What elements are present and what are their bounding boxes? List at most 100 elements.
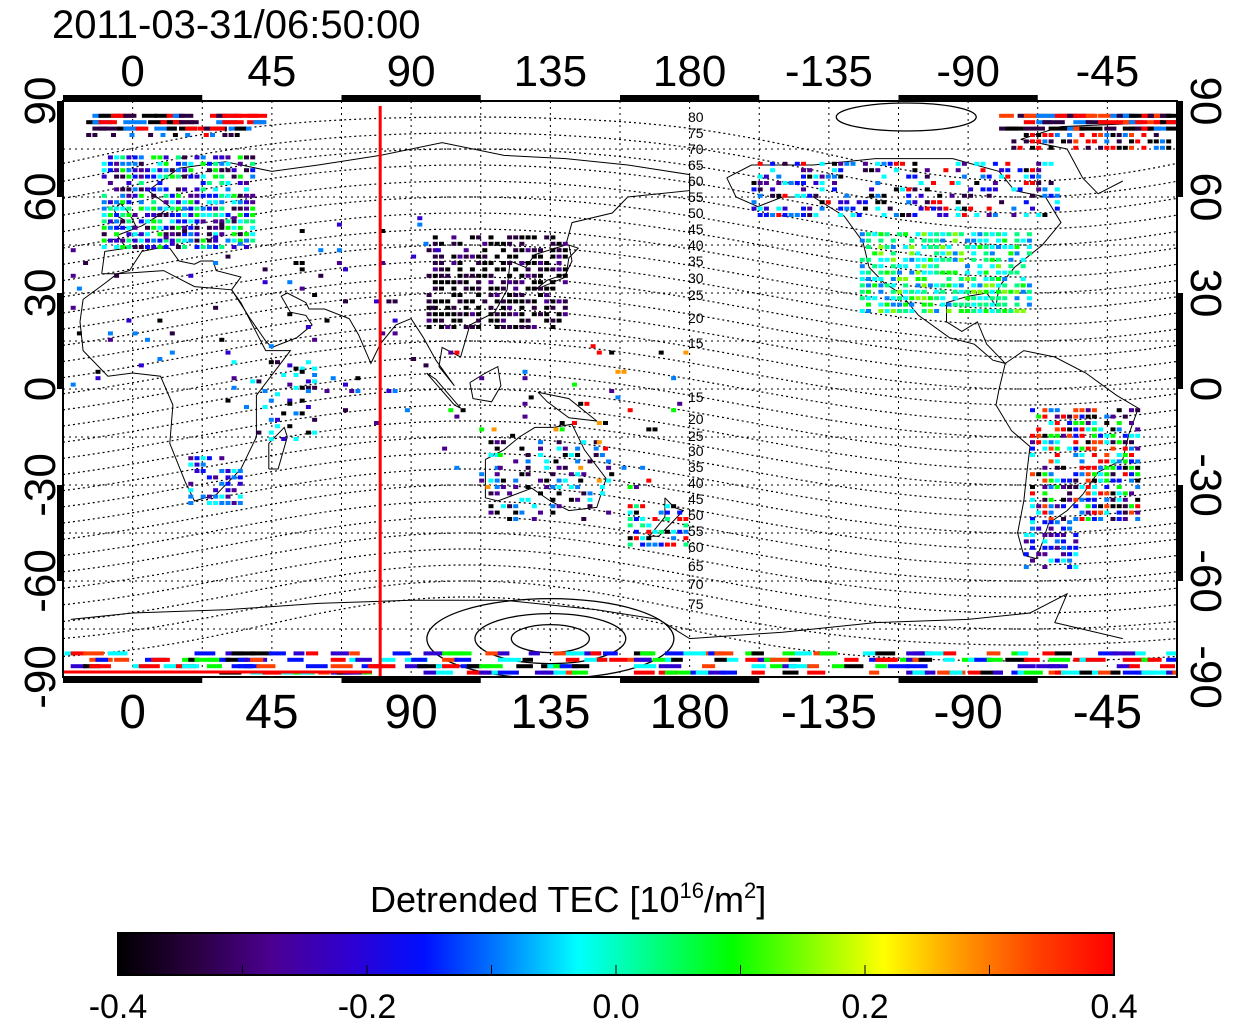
tec-pixel bbox=[107, 225, 113, 230]
tec-pixel bbox=[977, 309, 983, 313]
tec-pixel bbox=[986, 187, 992, 192]
tec-pixel bbox=[878, 277, 884, 281]
tec-pixel bbox=[958, 283, 964, 288]
tec-pixel bbox=[114, 219, 120, 224]
top-lon-tick: -90 bbox=[936, 47, 1000, 96]
tec-pixel bbox=[497, 465, 503, 470]
tec-pixel bbox=[237, 155, 243, 160]
tec-pixel bbox=[1011, 213, 1017, 217]
tec-pixel bbox=[1085, 657, 1106, 662]
tec-pixel bbox=[801, 193, 806, 198]
tec-pixel bbox=[151, 213, 157, 217]
tec-pixel bbox=[652, 542, 658, 547]
tec-pixel bbox=[237, 232, 243, 237]
colorbar-tick-label: 0.4 bbox=[1090, 988, 1137, 1024]
tec-pixel bbox=[275, 424, 280, 429]
tec-pixel bbox=[1085, 421, 1091, 425]
tec-pixel bbox=[531, 504, 537, 509]
tec-pixel bbox=[157, 187, 163, 192]
tec-pixel bbox=[250, 379, 256, 384]
tec-pixel bbox=[469, 235, 475, 240]
tec-pixel bbox=[1067, 139, 1073, 144]
tec-pixel bbox=[1110, 427, 1116, 432]
tec-pixel bbox=[695, 670, 712, 675]
frame-bar-left bbox=[57, 101, 63, 197]
tec-pixel bbox=[225, 181, 231, 185]
magnetic-contour bbox=[63, 260, 1177, 326]
right-lat-tick: 30 bbox=[1181, 269, 1230, 318]
tec-pixel bbox=[1036, 213, 1042, 217]
tec-pixel bbox=[1036, 139, 1042, 144]
tec-pixel bbox=[507, 491, 513, 496]
tec-pixel bbox=[451, 241, 457, 246]
tec-pixel bbox=[544, 459, 550, 464]
top-longitude-labels: 0 45 90 135 180 -135 -90 -45 bbox=[120, 47, 1139, 96]
tec-pixel bbox=[206, 181, 212, 185]
tec-pixel bbox=[231, 245, 237, 249]
tec-pixel bbox=[89, 664, 111, 669]
tec-pixel bbox=[1085, 113, 1098, 118]
contour-label: 45 bbox=[688, 221, 704, 237]
tec-pixel bbox=[794, 161, 800, 166]
contour-label: 30 bbox=[688, 443, 704, 459]
tec-pixel bbox=[445, 325, 451, 329]
tec-pixel bbox=[949, 670, 963, 675]
tec-pixel bbox=[751, 206, 757, 211]
tec-pixel bbox=[1135, 517, 1141, 521]
tec-pixel bbox=[983, 238, 989, 243]
tec-pixel bbox=[488, 235, 494, 240]
tec-pixel bbox=[872, 296, 878, 301]
tec-pixel bbox=[946, 245, 952, 249]
tec-pixel bbox=[519, 325, 525, 329]
tec-pixel bbox=[918, 206, 924, 211]
tec-pixel bbox=[544, 267, 550, 272]
bottom-lon-tick: 180 bbox=[650, 686, 730, 739]
tec-pixel bbox=[1030, 545, 1035, 550]
tec-pixel bbox=[231, 651, 255, 656]
tec-pixel bbox=[581, 440, 587, 445]
tec-pixel bbox=[95, 376, 101, 381]
tec-pixel bbox=[593, 453, 599, 457]
tec-pixel bbox=[1091, 497, 1097, 502]
tec-pixel bbox=[884, 270, 890, 275]
tec-pixel bbox=[145, 337, 150, 342]
tec-pixel bbox=[556, 491, 562, 496]
tec-pixel bbox=[980, 187, 986, 192]
tec-pixel bbox=[1048, 181, 1054, 185]
tec-pixel bbox=[488, 293, 494, 297]
tec-pixel bbox=[194, 245, 200, 249]
tec-pixel bbox=[206, 193, 212, 198]
tec-pixel bbox=[120, 200, 126, 205]
tec-pixel bbox=[432, 241, 438, 246]
tec-pixel bbox=[1042, 446, 1048, 451]
tec-pixel bbox=[1079, 485, 1085, 489]
tec-pixel bbox=[943, 213, 949, 217]
tec-pixel bbox=[469, 312, 475, 317]
tec-pixel bbox=[996, 277, 1001, 281]
tec-pixel bbox=[897, 309, 902, 313]
tec-pixel bbox=[1030, 504, 1035, 509]
tec-pixel bbox=[958, 251, 964, 256]
tec-pixel bbox=[1048, 485, 1054, 489]
tec-pixel bbox=[971, 245, 977, 249]
tec-pixel bbox=[550, 504, 556, 509]
tec-pixel bbox=[1008, 257, 1014, 262]
tec-pixel bbox=[213, 225, 219, 230]
tec-pixel bbox=[432, 286, 438, 291]
tec-pixel bbox=[500, 312, 506, 317]
tec-pixel bbox=[992, 187, 998, 192]
tec-pixel bbox=[132, 155, 138, 160]
magnetic-contour bbox=[63, 372, 1177, 438]
tec-pixel bbox=[859, 289, 865, 294]
tec-pixel bbox=[528, 651, 540, 656]
tec-pixel bbox=[1098, 459, 1104, 464]
tec-pixel bbox=[866, 277, 871, 281]
tec-pixel bbox=[677, 529, 683, 534]
tec-pixel bbox=[500, 286, 506, 291]
tec-pixel bbox=[95, 369, 101, 374]
tec-pixel bbox=[544, 465, 550, 470]
tec-pixel bbox=[559, 664, 579, 669]
tec-pixel bbox=[927, 238, 933, 243]
right-lat-tick: -90 bbox=[1181, 645, 1230, 709]
tec-pixel bbox=[479, 472, 485, 477]
